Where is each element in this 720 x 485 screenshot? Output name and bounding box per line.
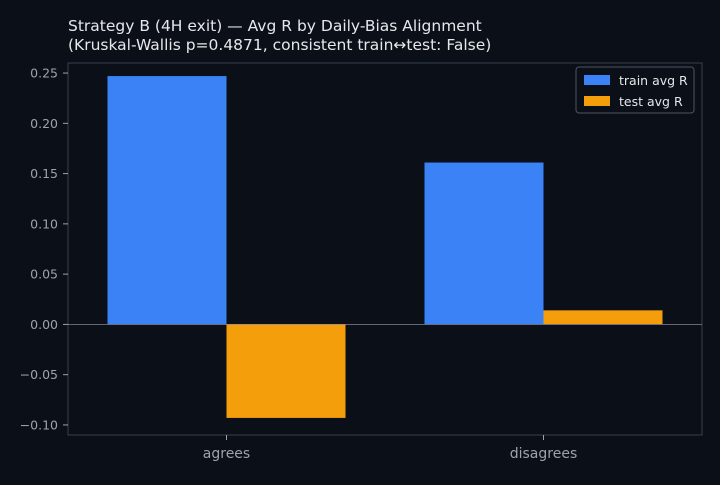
y-tick-label: −0.05 (20, 367, 58, 382)
y-tick-label: 0.00 (30, 317, 58, 332)
legend-label: test avg R (619, 94, 683, 109)
x-tick-label: disagrees (510, 446, 578, 462)
bar-test-avg-R-agrees (226, 324, 346, 418)
bar-test-avg-R-disagrees (543, 310, 663, 325)
bar-train-avg-R-disagrees (424, 162, 544, 325)
plot-area: −0.10 −0.05 0.00 0.05 0.10 0.15 0.20 0.25 agrees… (20, 62, 703, 462)
x-tick-label: agrees (203, 446, 250, 462)
y-tick-label: 0.20 (30, 116, 58, 131)
y-tick-label: 0.10 (30, 216, 58, 231)
legend-swatch (584, 75, 610, 85)
bar-train-avg-R-agrees (107, 76, 227, 325)
legend-label: train avg R (619, 73, 688, 88)
y-tick-label: 0.05 (30, 267, 58, 282)
chart-title-line2: (Kruskal-Wallis p=0.4871, consistent tra… (68, 36, 491, 54)
y-tick-label: −0.10 (20, 417, 58, 432)
chart-title-line1: Strategy B (4H exit) — Avg R by Daily-Bi… (68, 17, 482, 35)
legend: train avg R test avg R (575, 66, 695, 114)
y-tick-label: 0.15 (30, 166, 58, 181)
legend-swatch (584, 96, 610, 106)
axes-frame (67, 62, 703, 436)
y-tick-label: 0.25 (30, 66, 58, 81)
